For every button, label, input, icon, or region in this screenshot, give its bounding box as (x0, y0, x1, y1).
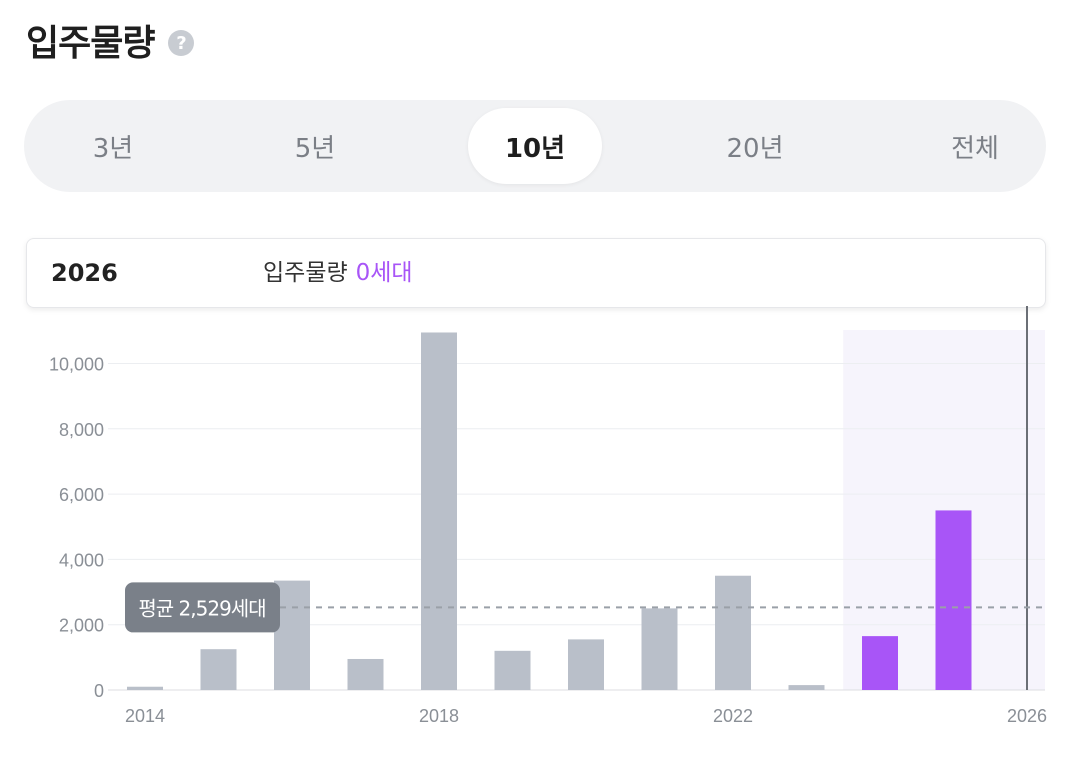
page-title: 입주물량 (26, 23, 155, 64)
y-tick-label: 2,000 (59, 616, 104, 636)
x-tick-label: 2022 (713, 706, 753, 726)
tab-3y[interactable]: 3년 (92, 133, 134, 164)
bar-2014 (127, 686, 163, 690)
selected-year-info: 2026 입주물량 0세대 (26, 238, 1046, 308)
tab-20y[interactable]: 20년 (726, 133, 784, 164)
tab-5y[interactable]: 5년 (294, 133, 336, 164)
bar-2019 (494, 650, 531, 690)
bar-2024 (862, 636, 898, 690)
bar-2023 (788, 685, 825, 690)
y-tick-label: 0 (94, 681, 104, 701)
bar-2020 (568, 639, 604, 690)
average-badge (125, 582, 280, 633)
bar-2022 (715, 575, 751, 690)
title-row: 입주물량 ? (26, 14, 195, 66)
y-tick-label: 10,000 (49, 355, 104, 375)
bar-2015 (200, 649, 237, 690)
bar-2017 (347, 658, 384, 690)
x-tick-label: 2026 (1007, 706, 1047, 726)
period-tabs: 3년 5년 10년 20년 전체 (24, 100, 1046, 192)
selected-label: 입주물량 0세대 (263, 239, 413, 307)
bar-2025 (935, 510, 972, 690)
help-icon[interactable]: ? (168, 30, 195, 56)
bar-chart: 0 2,000 4,000 6,000 8,000 10,000 평균 2,529세대 201… (49, 306, 1047, 726)
bar-2018 (421, 332, 457, 690)
average-label: 평균 2,529세대 (138, 596, 265, 620)
y-tick-label: 6,000 (59, 485, 104, 505)
x-tick-label: 2014 (125, 706, 165, 726)
bar-2021 (641, 608, 678, 690)
selected-label-text: 입주물량 (263, 260, 348, 286)
tab-all[interactable]: 전체 (951, 133, 999, 164)
x-tick-label: 2018 (419, 706, 459, 726)
y-tick-label: 4,000 (59, 550, 104, 570)
selected-year: 2026 (51, 259, 118, 287)
selected-value: 0세대 (355, 260, 413, 286)
tab-10y[interactable]: 10년 (468, 108, 602, 184)
y-tick-label: 8,000 (59, 420, 104, 440)
